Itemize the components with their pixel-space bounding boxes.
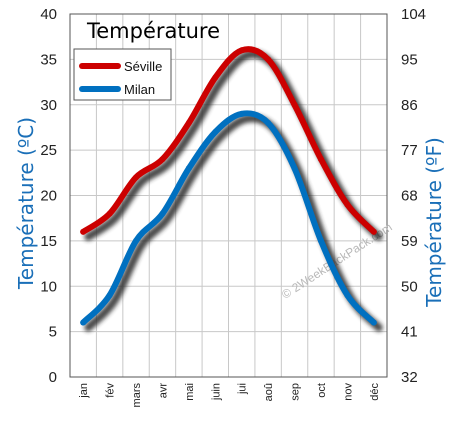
y-tick-label-right: 32 <box>401 369 418 386</box>
x-tick-label: aoû <box>263 383 275 401</box>
chart-title: Température <box>86 19 220 43</box>
y-tick-label-left: 5 <box>49 324 57 341</box>
data-point-milan <box>80 319 87 326</box>
series-layer <box>80 46 383 332</box>
data-point-seville <box>265 56 272 63</box>
y-tick-label-left: 10 <box>40 278 57 295</box>
y-tick-label-right: 95 <box>401 51 418 68</box>
data-point-milan <box>185 165 192 172</box>
data-point-seville <box>159 156 166 163</box>
data-point-seville <box>80 228 87 235</box>
y-tick-label-right: 86 <box>401 97 418 114</box>
data-point-seville <box>370 228 377 235</box>
y-tick-label-right: 68 <box>401 188 418 205</box>
y-axis-left-label: Température (ºC) <box>14 117 38 290</box>
x-tick-label: mars <box>131 383 143 408</box>
x-tick-label: jui <box>237 383 249 395</box>
y-tick-label-right: 77 <box>401 142 418 159</box>
data-point-seville <box>344 201 351 208</box>
legend-label-milan: Milan <box>124 82 155 97</box>
legend: Séville Milan <box>73 48 172 101</box>
y-axis-right-label: Température (ºF) <box>422 137 446 308</box>
x-tick-label: avr <box>157 383 169 399</box>
data-point-milan <box>133 237 140 244</box>
data-point-milan <box>212 128 219 135</box>
x-tick-label: mai <box>184 383 196 401</box>
data-point-milan <box>291 165 298 172</box>
y-axis-left: 0 5 10 15 20 25 30 35 40 <box>40 6 57 386</box>
legend-label-seville: Séville <box>124 59 162 74</box>
data-point-milan <box>370 319 377 326</box>
data-point-seville <box>317 156 324 163</box>
data-point-milan <box>159 210 166 217</box>
data-point-milan <box>265 119 272 126</box>
y-tick-label-left: 20 <box>40 188 57 205</box>
series-line-seville <box>80 46 377 235</box>
data-point-seville <box>212 74 219 81</box>
x-tick-label: nov <box>342 383 354 401</box>
data-point-seville <box>133 174 140 181</box>
y-tick-label-right: 41 <box>401 324 418 341</box>
y-tick-label-left: 0 <box>49 369 57 386</box>
y-tick-label-left: 35 <box>40 51 57 68</box>
x-tick-label: juin <box>210 383 222 401</box>
data-point-seville <box>106 210 113 217</box>
plot-frame <box>69 13 388 378</box>
x-tick-label: sep <box>290 383 302 401</box>
data-point-milan <box>344 292 351 299</box>
x-tick-label: déc <box>369 383 381 401</box>
y-tick-label-left: 25 <box>40 142 57 159</box>
x-axis: jan fév mars avr mai juin jui aoû sep oct nov déc <box>78 383 381 408</box>
y-tick-label-right: 50 <box>401 278 418 295</box>
y-tick-label-right: 59 <box>401 233 418 250</box>
legend-box <box>73 48 172 101</box>
data-point-milan <box>106 292 113 299</box>
data-point-milan <box>238 110 245 117</box>
data-point-seville <box>238 47 245 54</box>
data-point-seville <box>291 101 298 108</box>
data-point-seville <box>185 119 192 126</box>
x-tick-label: jan <box>78 383 90 399</box>
y-tick-label-left: 40 <box>40 6 57 23</box>
y-tick-label-left: 30 <box>40 97 57 114</box>
x-tick-label: oct <box>316 383 328 398</box>
y-tick-label-left: 15 <box>40 233 57 250</box>
y-tick-label-right: 104 <box>401 6 426 23</box>
x-tick-label: fév <box>105 383 117 398</box>
y-axis-right: 32 41 50 59 68 77 86 95 104 <box>401 6 426 386</box>
series-line-milan <box>80 110 377 326</box>
data-point-milan <box>317 237 324 244</box>
